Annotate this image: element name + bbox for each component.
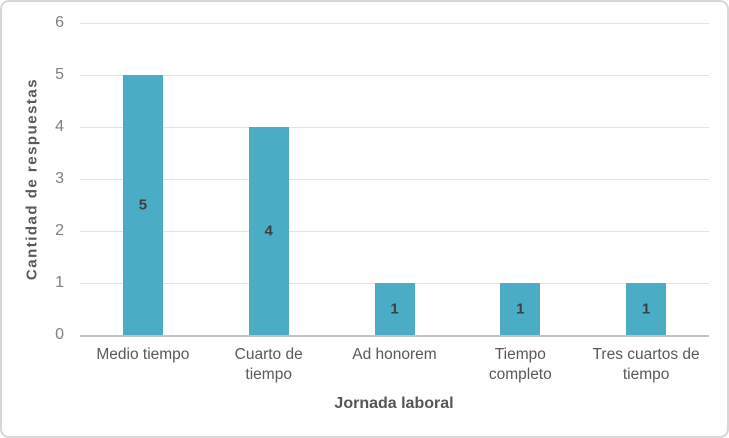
gridline [80, 127, 709, 128]
bar [374, 283, 415, 335]
plot-area: 5 4 1 1 1 [80, 23, 709, 337]
bar-data-label: 1 [516, 300, 525, 318]
x-category-label: Tiempo completo [488, 346, 552, 383]
bar-data-label: 4 [264, 222, 273, 240]
x-category-label: Medio tiempo [96, 346, 190, 363]
bar [500, 283, 541, 335]
gridline [80, 75, 709, 76]
gridline [80, 231, 709, 232]
bar-data-label: 1 [641, 300, 651, 318]
bar-data-label: 5 [138, 196, 148, 214]
x-category-label: Cuarto de tiempo [234, 346, 303, 383]
bar [626, 283, 667, 335]
x-axis-line [80, 335, 709, 337]
y-tick-label: 3 [55, 170, 64, 187]
bar [248, 127, 289, 335]
gridline [80, 179, 709, 180]
bar [122, 75, 163, 335]
y-tick-label: 1 [55, 274, 64, 291]
x-axis-title: Jornada laboral [334, 395, 454, 412]
y-tick-label: 2 [55, 222, 64, 239]
x-category-label: Tres cuartos de tiempo [592, 346, 700, 383]
y-tick-label: 6 [55, 14, 64, 31]
y-tick-label: 0 [55, 326, 64, 343]
y-tick-label: 4 [55, 118, 64, 135]
bar-data-label: 1 [390, 300, 399, 318]
gridline [80, 23, 709, 24]
y-tick-label: 5 [55, 66, 64, 83]
x-category-label: Ad honorem [352, 346, 437, 363]
